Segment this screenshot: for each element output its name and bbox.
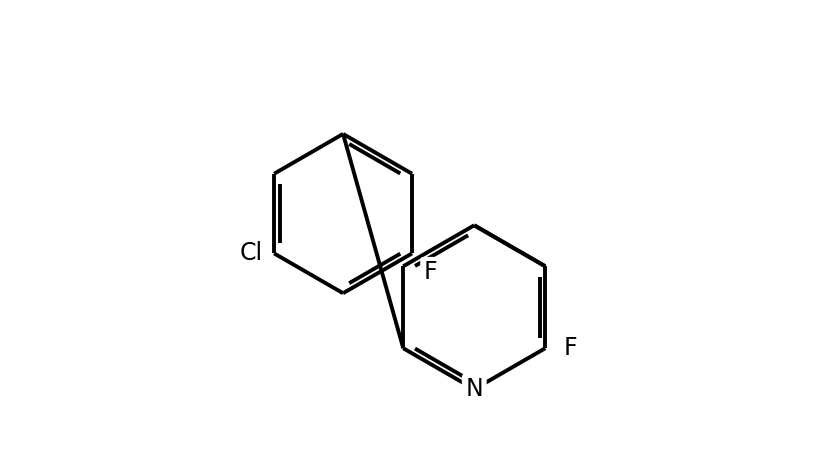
Text: N: N [465,377,483,401]
Text: F: F [424,260,437,284]
Text: Cl: Cl [239,241,262,265]
Text: F: F [564,336,578,360]
